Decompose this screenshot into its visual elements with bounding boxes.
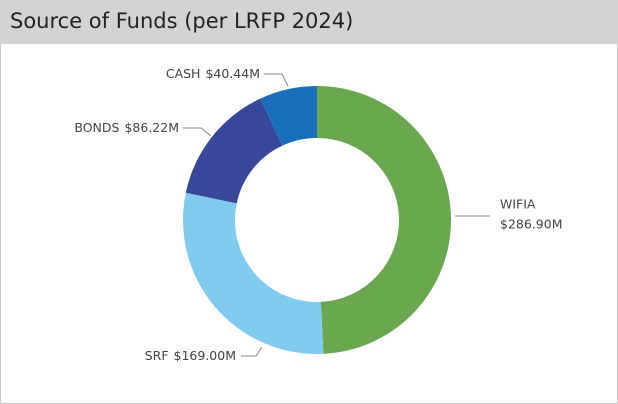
- data-label: BONDS $86.22M: [74, 120, 179, 135]
- value-label: $86.22M: [124, 120, 179, 135]
- category-label: CASH: [166, 66, 201, 81]
- donut-slice: [260, 86, 317, 146]
- donut-slice: [317, 86, 451, 354]
- value-label: $169.00M: [174, 348, 236, 363]
- leader-line: [183, 127, 212, 137]
- value-label: $40.44M: [205, 66, 260, 81]
- chart-title: Source of Funds (per LRFP 2024): [10, 9, 353, 33]
- data-label: SRF $169.00M: [145, 348, 236, 363]
- header: [0, 0, 618, 44]
- leader-line: [264, 73, 289, 87]
- category-label: BONDS: [74, 120, 119, 135]
- data-label: CASH $40.44M: [166, 66, 260, 81]
- donut-slice: [183, 192, 324, 354]
- category-label: WIFIA: [500, 197, 536, 212]
- leader-line: [241, 346, 263, 357]
- category-label: SRF: [145, 348, 169, 363]
- value-label: $286.90M: [500, 217, 562, 232]
- donut-slice: [185, 98, 283, 204]
